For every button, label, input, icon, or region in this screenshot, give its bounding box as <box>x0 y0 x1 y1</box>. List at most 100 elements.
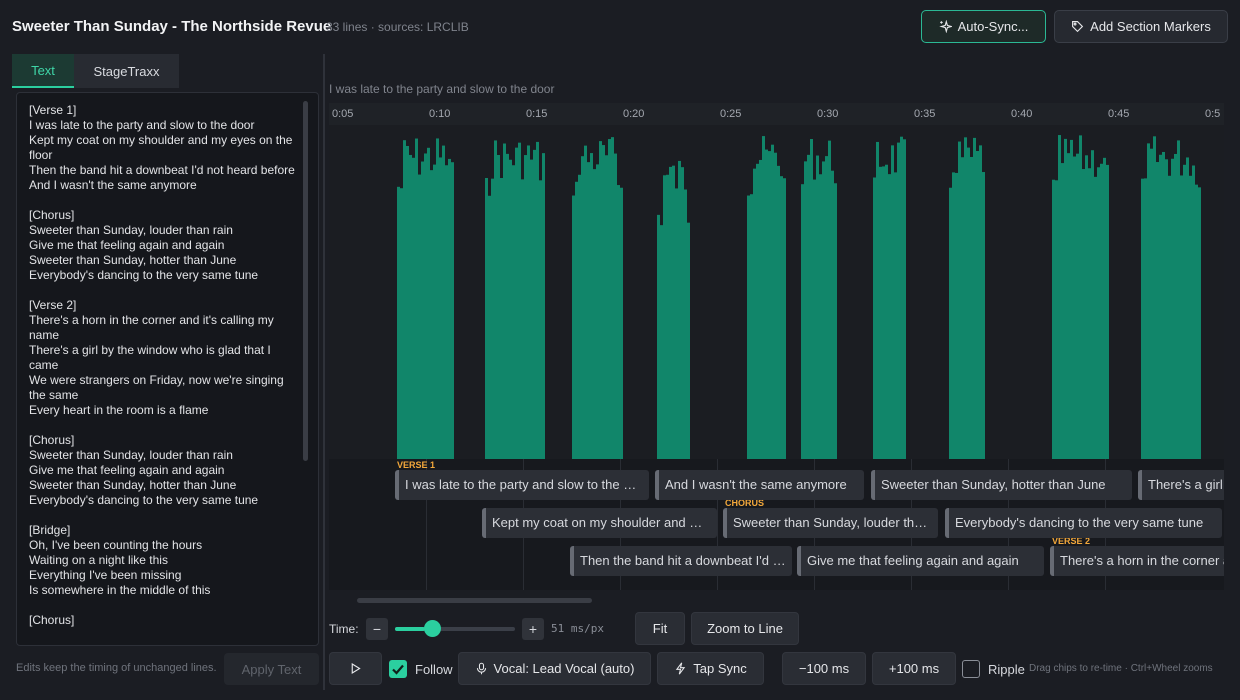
waveform-bar <box>810 139 813 459</box>
waveform-bar <box>894 172 897 459</box>
zoom-in-button[interactable]: + <box>522 618 544 640</box>
vocal-select[interactable]: Vocal: Lead Vocal (auto) <box>458 652 651 685</box>
waveform-bar <box>672 165 675 459</box>
tab-text[interactable]: Text <box>12 54 74 88</box>
waveform-bar <box>964 137 967 459</box>
waveform-bar <box>961 157 964 459</box>
waveform-bar <box>759 159 762 459</box>
tick-label: 0:40 <box>1011 108 1033 120</box>
lyrics-scrollbar[interactable] <box>303 101 308 461</box>
add-section-markers-button[interactable]: Add Section Markers <box>1054 10 1228 43</box>
lyric-chip[interactable]: Everybody's dancing to the very same tun… <box>945 508 1222 538</box>
lyric-chip[interactable]: Kept my coat on my shoulder and my eyes … <box>482 508 717 538</box>
waveform-bar <box>804 161 807 459</box>
lyric-chip[interactable]: Sweeter than Sunday, hotter than June <box>871 470 1132 500</box>
lyric-chip[interactable]: There's a horn in the corner and it's ca… <box>1050 546 1224 576</box>
play-button[interactable] <box>329 652 382 685</box>
section-marker-chorus[interactable]: CHORUS <box>725 498 765 508</box>
section-marker-verse-1[interactable]: VERSE 1 <box>397 460 436 470</box>
lyric-chip[interactable]: Give me that feeling again and again <box>797 546 1044 576</box>
waveform-bar <box>952 172 955 459</box>
follow-checkbox[interactable] <box>389 660 407 678</box>
waveform-bar <box>418 174 421 459</box>
timeline-scrollbar[interactable] <box>357 598 592 603</box>
waveform-bar <box>771 144 774 459</box>
waveform-bar <box>973 137 976 459</box>
sparkle-icon <box>938 20 952 33</box>
waveform-bar <box>1061 163 1064 459</box>
lyric-chip[interactable]: And I wasn't the same anymore <box>655 470 864 500</box>
waveform-bar <box>412 157 415 459</box>
zoom-out-button[interactable]: − <box>366 618 388 640</box>
waveform-bar <box>1162 151 1165 459</box>
waveform-bar <box>491 178 494 459</box>
lyrics-text[interactable]: [Verse 1] I was late to the party and sl… <box>29 103 295 627</box>
waveform-svg <box>397 135 1201 459</box>
waveform-bar <box>1156 162 1159 459</box>
tab-stagetraxx[interactable]: StageTraxx <box>74 54 179 88</box>
waveform-bar <box>1097 167 1100 459</box>
waveform[interactable] <box>329 125 1224 459</box>
apply-text-button[interactable]: Apply Text <box>224 653 319 685</box>
waveform-bar <box>753 168 756 459</box>
waveform-bar <box>1150 148 1153 459</box>
waveform-bar <box>587 162 590 459</box>
waveform-bar <box>427 147 430 459</box>
waveform-bar <box>500 178 503 459</box>
waveform-bar <box>813 179 816 459</box>
waveform-bar <box>1171 158 1174 459</box>
waveform-bar <box>1073 156 1076 459</box>
waveform-bar <box>955 172 958 459</box>
waveform-bar <box>970 156 973 459</box>
tap-sync-button[interactable]: Tap Sync <box>657 652 764 685</box>
lyric-chip[interactable]: I was late to the party and slow to the … <box>395 470 649 500</box>
waveform-bar <box>1153 136 1156 459</box>
section-marker-verse-2[interactable]: VERSE 2 <box>1052 536 1091 546</box>
waveform-bar <box>1064 138 1067 459</box>
lyric-chip[interactable]: Sweeter than Sunday, louder than rain <box>723 508 938 538</box>
song-title: Sweeter Than Sunday - The Northside Revu… <box>12 18 332 35</box>
tap-sync-label: Tap Sync <box>693 661 747 676</box>
waveform-bar <box>879 166 882 459</box>
lyrics-editor[interactable]: [Verse 1] I was late to the party and sl… <box>16 92 319 646</box>
ripple-checkbox[interactable] <box>962 660 980 678</box>
tick-label: 0:35 <box>914 108 936 120</box>
zoom-slider-thumb[interactable] <box>424 620 441 637</box>
edit-hint: Edits keep the timing of unchanged lines… <box>16 662 217 674</box>
waveform-bar <box>524 155 527 459</box>
waveform-bar <box>436 138 439 459</box>
waveform-bar <box>608 139 611 459</box>
lyric-chip[interactable]: There's a girl by the window who is glad… <box>1138 470 1224 500</box>
waveform-bar <box>1070 139 1073 459</box>
waveform-bar <box>801 184 804 459</box>
waveform-bar <box>620 187 623 459</box>
waveform-bar <box>1141 178 1144 459</box>
waveform-bar <box>765 149 768 459</box>
auto-sync-button[interactable]: Auto-Sync... <box>921 10 1046 43</box>
zoom-to-line-button[interactable]: Zoom to Line <box>691 612 799 645</box>
waveform-bar <box>897 142 900 459</box>
vocal-select-label: Vocal: Lead Vocal (auto) <box>493 661 635 676</box>
waveform-bar <box>1147 143 1150 459</box>
waveform-bar <box>593 169 596 459</box>
waveform-bar <box>768 151 771 459</box>
lyric-chip-track[interactable]: VERSE 1 CHORUS VERSE 2 I was late to the… <box>329 459 1224 590</box>
fit-button[interactable]: Fit <box>635 612 685 645</box>
nudge-minus-100-button[interactable]: −100 ms <box>782 652 866 685</box>
ripple-label[interactable]: Ripple <box>988 662 1025 677</box>
waveform-bar <box>578 174 581 459</box>
lyric-chip[interactable]: Then the band hit a downbeat I'd not hea… <box>570 546 792 576</box>
waveform-bar <box>497 154 500 459</box>
waveform-bar <box>1186 157 1189 459</box>
tick-label: 0:30 <box>817 108 839 120</box>
waveform-bar <box>494 140 497 459</box>
waveform-bar <box>506 153 509 459</box>
waveform-bar <box>1106 164 1109 459</box>
zoom-slider[interactable] <box>395 627 515 631</box>
waveform-bar <box>1085 155 1088 459</box>
follow-label[interactable]: Follow <box>415 662 453 677</box>
waveform-bar <box>605 155 608 459</box>
nudge-plus-100-button[interactable]: +100 ms <box>872 652 956 685</box>
time-ruler[interactable]: 0:05 0:10 0:15 0:20 0:25 0:30 0:35 0:40 … <box>329 103 1224 125</box>
panel-divider[interactable] <box>323 54 325 690</box>
